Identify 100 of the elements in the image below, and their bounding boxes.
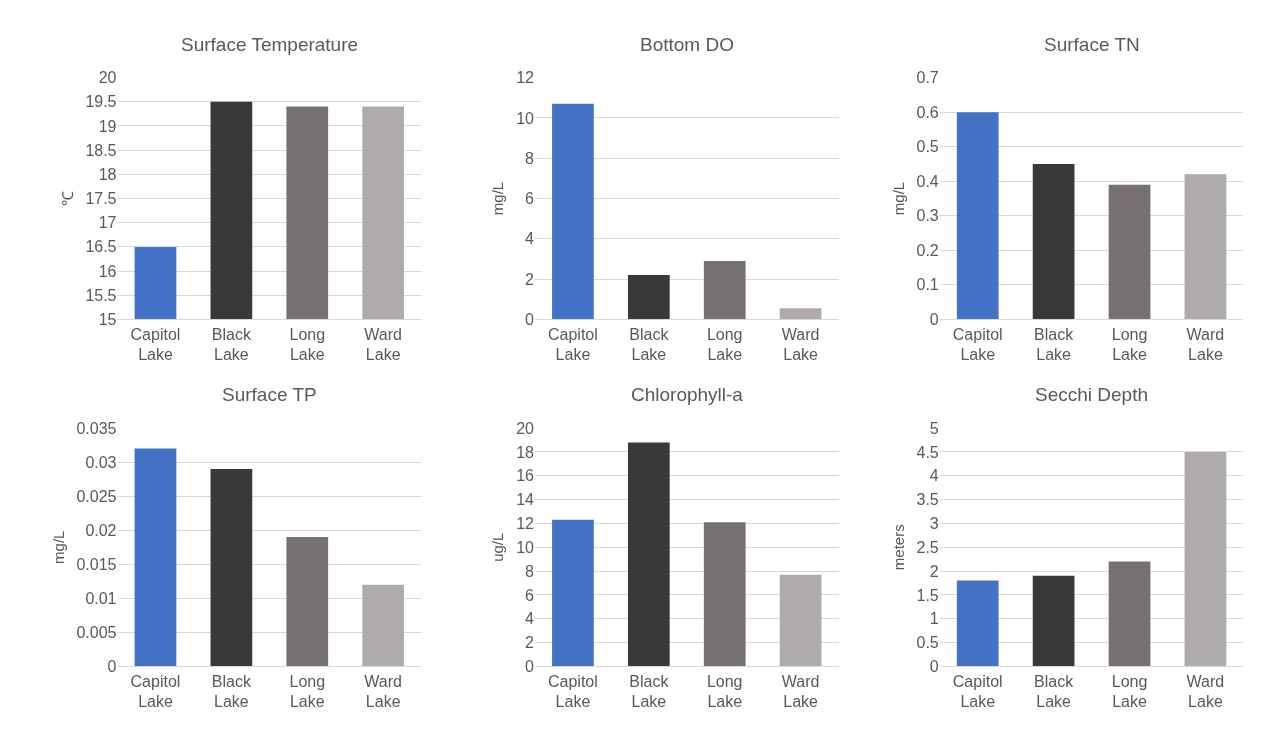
x-tick-label: Ward Lake — [364, 325, 402, 364]
x-tick-label: Capitol Lake — [952, 325, 1003, 364]
y-axis-title: mg/L — [49, 530, 67, 564]
bar — [1184, 451, 1227, 667]
y-axis-title: ℃ — [58, 191, 76, 207]
y-tick-label: 16.5 — [85, 238, 117, 256]
x-tick-label: Black Lake — [1034, 672, 1075, 711]
y-tick-label: 8 — [525, 562, 535, 580]
x-tick-label: Ward Lake — [781, 672, 820, 711]
y-tick-label: 19.5 — [85, 93, 117, 111]
y-tick-label: 3 — [929, 515, 939, 533]
chart-title: Secchi Depth — [1035, 384, 1149, 405]
bar — [779, 308, 822, 320]
y-tick-label: 0.7 — [916, 69, 939, 87]
x-tick-label: Black Lake — [211, 325, 252, 364]
x-tick-label: Ward Lake — [781, 325, 820, 364]
y-tick-label: 1.5 — [916, 586, 939, 604]
y-tick-label: 0.2 — [916, 241, 939, 259]
bar — [362, 584, 405, 667]
y-tick-label: 0.035 — [76, 419, 117, 437]
y-tick-label: 20 — [516, 419, 535, 437]
bar — [956, 112, 999, 320]
x-tick-label: Ward Lake — [1186, 672, 1225, 711]
y-tick-label: 10 — [516, 538, 535, 556]
y-tick-label: 2.5 — [916, 538, 939, 556]
y-tick-label: 10 — [516, 109, 535, 127]
x-tick-label: Capitol Lake — [548, 672, 598, 711]
chart-title: Surface TP — [222, 384, 317, 405]
bar — [779, 574, 822, 667]
y-tick-label: 0 — [107, 658, 117, 676]
bar — [703, 260, 746, 320]
x-tick-label: Black Lake — [629, 325, 670, 364]
y-tick-label: 20 — [98, 69, 117, 87]
bar — [134, 448, 177, 667]
y-tick-label: 0 — [929, 311, 939, 329]
y-tick-label: 17 — [98, 214, 117, 232]
chart-title: Chlorophyll-a — [631, 384, 744, 405]
bar — [210, 468, 253, 667]
y-axis-title: meters — [889, 524, 907, 571]
x-tick-label: Black Lake — [1034, 325, 1075, 364]
x-tick-label: Capitol Lake — [952, 672, 1003, 711]
bar — [1108, 184, 1151, 320]
bar — [627, 275, 670, 320]
y-tick-label: 0.6 — [916, 103, 939, 121]
y-tick-label: 1 — [929, 610, 939, 628]
chart-title: Bottom DO — [640, 34, 734, 55]
y-axis-title: ug/L — [489, 532, 507, 562]
y-axis-title: mg/L — [489, 181, 507, 216]
x-tick-label: Long Lake — [289, 672, 326, 711]
y-tick-label: 0.5 — [916, 634, 939, 652]
x-tick-label: Capitol Lake — [130, 672, 181, 711]
bar — [956, 580, 999, 667]
y-tick-label: 0.01 — [85, 589, 117, 607]
y-tick-label: 0.02 — [85, 521, 117, 539]
y-tick-label: 0 — [525, 311, 535, 329]
y-tick-label: 18 — [98, 165, 117, 183]
x-tick-label: Black Lake — [211, 672, 252, 711]
y-tick-label: 14 — [516, 491, 535, 509]
bar — [1032, 163, 1075, 320]
y-tick-label: 8 — [525, 149, 535, 167]
y-tick-label: 0.1 — [916, 276, 939, 294]
y-tick-label: 0 — [929, 658, 939, 676]
x-tick-label: Long Lake — [706, 325, 743, 364]
y-tick-label: 0 — [525, 658, 535, 676]
y-tick-label: 16 — [516, 467, 535, 485]
y-tick-label: 0.005 — [76, 623, 117, 641]
y-tick-label: 4 — [525, 610, 535, 628]
x-tick-label: Black Lake — [629, 672, 670, 711]
y-tick-label: 3.5 — [916, 491, 939, 509]
y-tick-label: 0.3 — [916, 207, 939, 225]
chart-title: Surface TN — [1044, 34, 1140, 55]
y-tick-label: 19 — [98, 117, 117, 135]
x-tick-label: Long Lake — [1111, 672, 1148, 711]
y-tick-label: 2 — [525, 634, 535, 652]
x-tick-label: Long Lake — [706, 672, 743, 711]
y-tick-label: 4.5 — [916, 443, 939, 461]
y-tick-label: 15.5 — [85, 286, 117, 304]
y-tick-label: 17.5 — [85, 190, 117, 208]
x-tick-label: Capitol Lake — [548, 325, 598, 364]
y-tick-label: 4 — [929, 467, 939, 485]
y-tick-label: 2 — [929, 562, 939, 580]
y-tick-label: 5 — [929, 419, 939, 437]
bar — [1108, 561, 1151, 667]
bar — [552, 103, 594, 320]
y-tick-label: 0.4 — [916, 172, 939, 190]
x-tick-label: Ward Lake — [364, 672, 402, 711]
y-tick-label: 18 — [516, 443, 535, 461]
y-tick-label: 0.015 — [76, 555, 117, 573]
y-tick-label: 4 — [525, 230, 535, 248]
y-tick-label: 0.025 — [76, 487, 117, 505]
bar — [1184, 174, 1227, 320]
bar — [1032, 575, 1075, 667]
x-tick-label: Ward Lake — [1186, 325, 1225, 364]
x-tick-label: Capitol Lake — [130, 325, 181, 364]
y-axis-title: mg/L — [889, 181, 907, 216]
bar — [552, 519, 594, 667]
y-tick-label: 12 — [516, 515, 535, 533]
y-tick-label: 2 — [525, 270, 535, 288]
bar — [627, 442, 670, 667]
x-tick-label: Long Lake — [289, 325, 326, 364]
